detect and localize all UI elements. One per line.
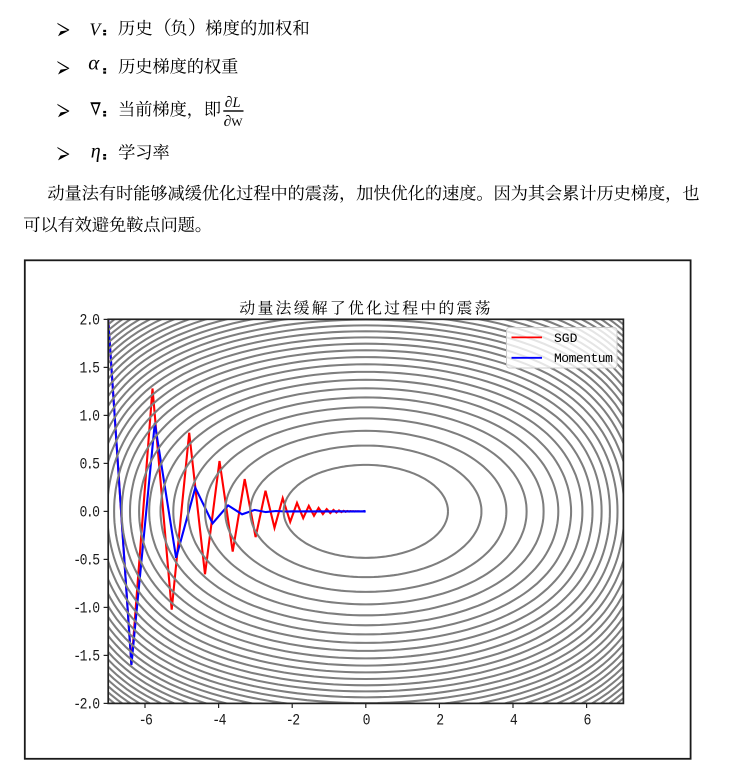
svg-text:V: V <box>90 20 103 40</box>
svg-text:-0.5: -0.5 <box>73 553 99 570</box>
svg-text:-4: -4 <box>212 712 226 729</box>
svg-text:η: η <box>91 140 101 162</box>
svg-text:Momentum: Momentum <box>554 351 613 366</box>
svg-text:4: 4 <box>510 712 518 729</box>
svg-text:0.0: 0.0 <box>80 505 100 522</box>
svg-text:2: 2 <box>436 712 443 729</box>
svg-text:-2: -2 <box>286 712 299 729</box>
svg-text:-1.5: -1.5 <box>73 649 99 666</box>
svg-text:1.5: 1.5 <box>80 361 100 378</box>
svg-text:6: 6 <box>583 712 590 729</box>
svg-text:2.0: 2.0 <box>80 313 100 330</box>
svg-text:-1.0: -1.0 <box>73 601 99 618</box>
svg-text:-2.0: -2.0 <box>73 697 99 714</box>
svg-text:SGD: SGD <box>554 331 578 346</box>
svg-text:1.0: 1.0 <box>80 409 100 426</box>
svg-text:∂W: ∂W <box>224 113 244 130</box>
svg-text:-6: -6 <box>139 712 152 729</box>
svg-text:0.5: 0.5 <box>80 457 100 474</box>
svg-text:α: α <box>88 51 100 75</box>
svg-text:∂L: ∂L <box>225 94 241 111</box>
svg-text:0: 0 <box>363 712 370 729</box>
